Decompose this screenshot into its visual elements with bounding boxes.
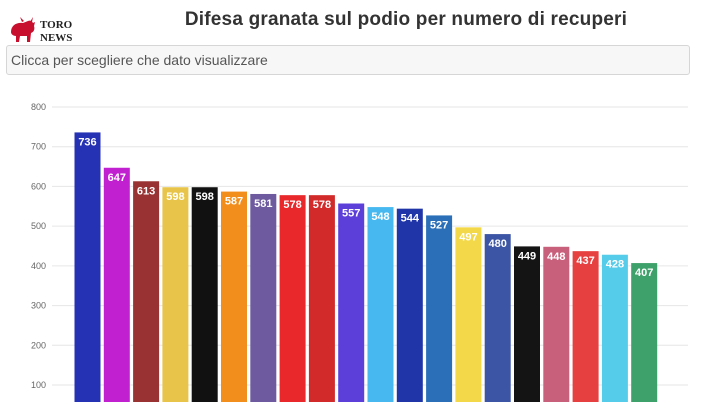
bar-value-label: 544 (401, 213, 420, 225)
bar-value-label: 449 (518, 250, 536, 262)
bar-value-label: 613 (137, 185, 155, 197)
bar-value-label: 480 (489, 238, 507, 250)
y-tick-label: 200 (31, 340, 46, 350)
chart-bars (74, 132, 658, 402)
bar-value-label: 407 (635, 267, 653, 279)
y-tick-label: 300 (31, 301, 46, 311)
bar-value-label: 497 (459, 231, 477, 243)
bar-value-label: 557 (342, 208, 360, 220)
data-selector-label: Clicca per scegliere che dato visualizza… (11, 52, 268, 68)
bull-icon (11, 17, 35, 42)
bar-value-label: 578 (283, 199, 301, 211)
bar[interactable] (308, 195, 335, 402)
bar[interactable] (133, 181, 160, 402)
bar-chart: 100 200 300 400 500 600 700 800 736 647 613 598 598… (31, 102, 688, 402)
bar-value-label: 428 (606, 259, 624, 271)
y-tick-label: 500 (31, 221, 46, 231)
bar[interactable] (191, 187, 218, 402)
data-selector-dropdown[interactable]: Clicca per scegliere che dato visualizza… (6, 45, 690, 75)
bar-value-label: 581 (254, 198, 272, 210)
bar-value-label: 598 (196, 191, 214, 203)
bar-value-label: 548 (371, 211, 389, 223)
bar[interactable] (250, 193, 277, 402)
bar-value-label: 598 (166, 191, 184, 203)
logo-text-bottom: NEWS (40, 32, 72, 44)
bar[interactable] (631, 263, 658, 402)
y-tick-label: 800 (31, 102, 46, 112)
bar-value-label: 527 (430, 219, 448, 231)
bar[interactable] (103, 167, 130, 402)
bar[interactable] (162, 187, 189, 402)
bar-value-label: 448 (547, 251, 565, 263)
y-tick-label: 700 (31, 142, 46, 152)
bar[interactable] (338, 203, 365, 402)
bar[interactable] (543, 246, 570, 402)
bar[interactable] (426, 215, 453, 402)
y-axis: 100 200 300 400 500 600 700 800 (31, 102, 46, 390)
bar-value-label: 587 (225, 196, 243, 208)
logo-text-top: TORO (40, 19, 73, 31)
bar[interactable] (396, 208, 423, 402)
y-tick-label: 100 (31, 380, 46, 390)
page-title: Difesa granata sul podio per numero di r… (184, 9, 628, 30)
bar-value-label: 647 (108, 172, 126, 184)
bar[interactable] (221, 191, 247, 402)
toro-news-logo: TORO NEWS (11, 17, 73, 44)
y-tick-label: 400 (31, 261, 46, 271)
bar[interactable] (367, 207, 394, 402)
bar[interactable] (514, 246, 540, 402)
bar[interactable] (279, 195, 306, 402)
bar[interactable] (601, 254, 628, 402)
bar-value-label: 736 (78, 136, 96, 148)
bar[interactable] (455, 227, 482, 402)
bar-value-label: 437 (576, 255, 594, 267)
bar[interactable] (74, 132, 101, 402)
y-tick-label: 600 (31, 181, 46, 191)
bar[interactable] (572, 251, 599, 402)
bar-value-label: 578 (313, 199, 331, 211)
bar[interactable] (484, 234, 511, 402)
chart-data-labels: 736 647 613 598 598 587 581 578 578 557 548 544 527 4… (78, 136, 653, 279)
